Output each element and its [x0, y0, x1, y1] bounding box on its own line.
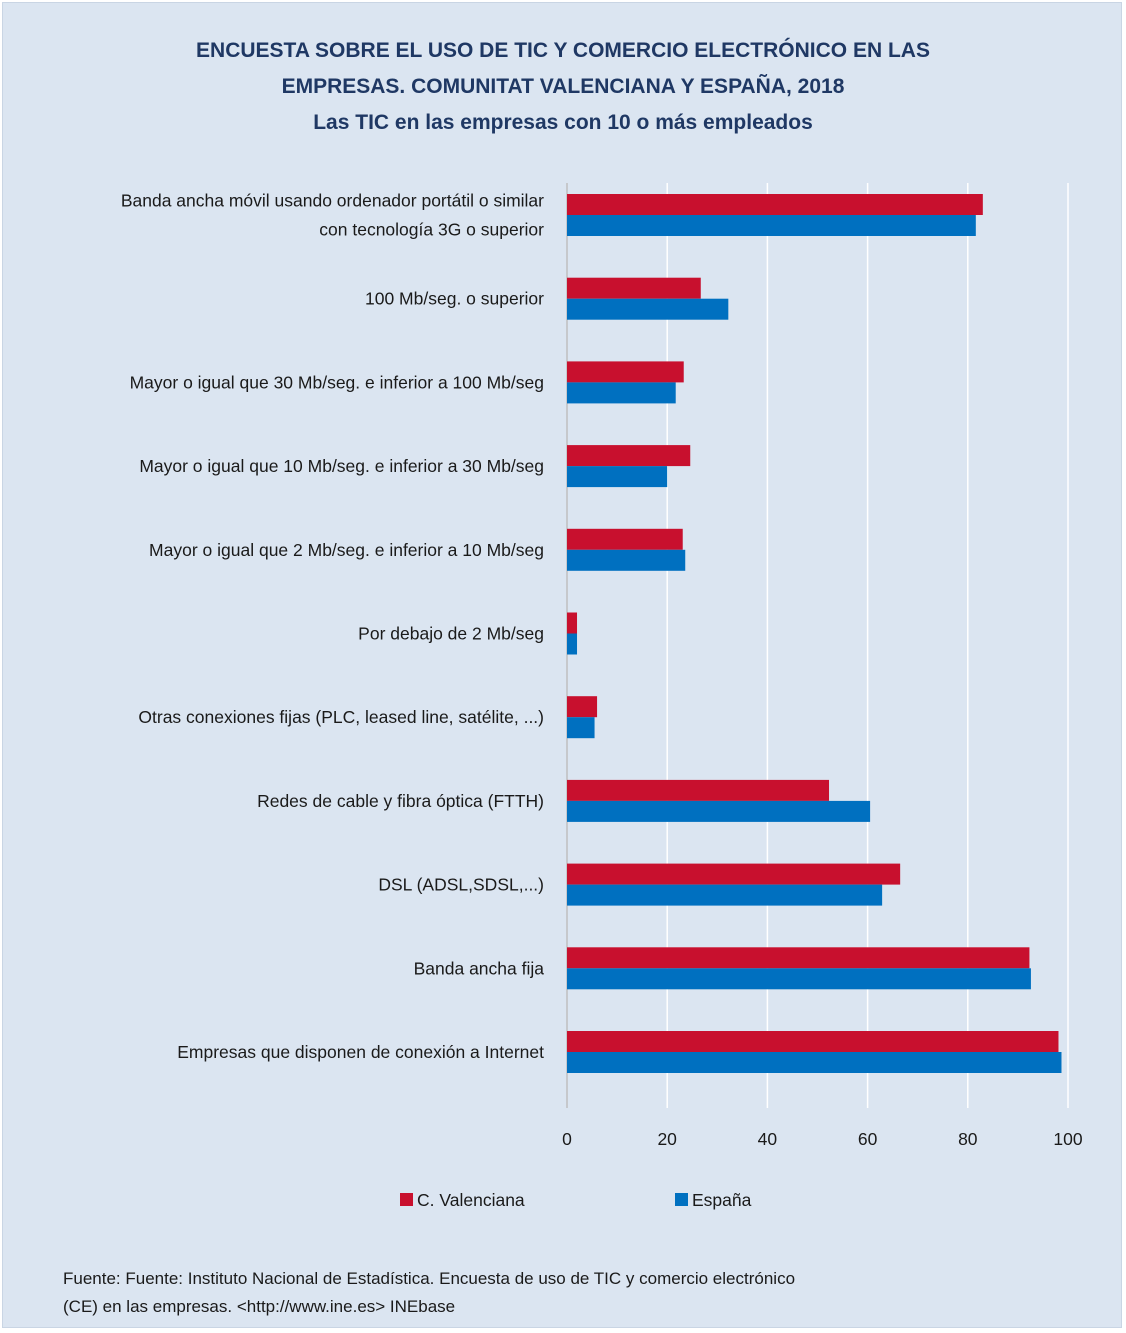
bar-valenciana	[567, 445, 691, 467]
category-label: Mayor o igual que 2 Mb/seg. e inferior a…	[149, 540, 544, 560]
source-note: Fuente: Fuente: Instituto Nacional de Es…	[63, 1265, 1063, 1321]
bar-espana	[567, 382, 676, 404]
x-tick-label: 100	[1053, 1129, 1082, 1149]
x-tick-label: 40	[758, 1129, 778, 1149]
bar-valenciana	[567, 361, 684, 383]
bar-espana	[567, 968, 1031, 990]
category-label: Banda ancha fija	[414, 958, 545, 978]
source-line-1: Fuente: Fuente: Instituto Nacional de Es…	[63, 1269, 796, 1288]
category-label: Otras conexiones fijas (PLC, leased line…	[138, 707, 544, 727]
bar-espana	[567, 1052, 1062, 1073]
bar-espana	[567, 884, 883, 906]
category-label: Mayor o igual que 10 Mb/seg. e inferior …	[139, 456, 544, 476]
legend-label-valenciana: C. Valenciana	[417, 1190, 525, 1210]
bar-chart: 0 20 40 60 80 100 Banda ancha móvil usando ord…	[121, 183, 1083, 1210]
category-label: Banda ancha móvil usando ordenador portá…	[121, 191, 544, 211]
legend-swatch-espana	[675, 1193, 688, 1206]
category-label: DSL (ADSL,SDSL,...)	[378, 875, 544, 895]
bar-valenciana	[567, 1031, 1059, 1052]
bar-espana	[567, 549, 686, 571]
category-label: Por debajo de 2 Mb/seg	[358, 624, 544, 644]
category-label: con tecnología 3G o superior	[319, 220, 544, 240]
bar-espana	[567, 800, 871, 822]
bar-espana	[567, 633, 578, 655]
x-tick-label: 20	[657, 1129, 677, 1149]
x-tick-label: 0	[562, 1129, 572, 1149]
legend-label-espana: España	[692, 1190, 752, 1210]
bar-valenciana	[567, 612, 578, 634]
bar-valenciana	[567, 194, 983, 215]
title-line-1: ENCUESTA SOBRE EL USO DE TIC Y COMERCIO …	[196, 39, 930, 62]
chart-subtitle: Las TIC en las empresas con 10 o más emp…	[313, 111, 813, 134]
x-tick-label: 60	[858, 1129, 878, 1149]
category-label: 100 Mb/seg. o superior	[365, 289, 544, 309]
bar-valenciana	[567, 528, 683, 550]
bar-espana	[567, 717, 595, 739]
category-label: Mayor o igual que 30 Mb/seg. e inferior …	[130, 372, 544, 392]
bar-espana	[567, 215, 976, 236]
bar-espana	[567, 298, 729, 320]
title-line-2: EMPRESAS. COMUNITAT VALENCIANA Y ESPAÑA,…	[281, 75, 845, 98]
category-label: Redes de cable y fibra óptica (FTTH)	[257, 791, 544, 811]
source-line-2: (CE) en las empresas. <http://www.ine.es…	[63, 1297, 456, 1316]
bar-espana	[567, 466, 668, 488]
bar-valenciana	[567, 696, 598, 718]
category-label: Empresas que disponen de conexión a Inte…	[177, 1042, 544, 1062]
bar-valenciana	[567, 863, 901, 885]
chart-title: ENCUESTA SOBRE EL USO DE TIC Y COMERCIO …	[3, 33, 1123, 141]
x-tick-label: 80	[958, 1129, 978, 1149]
bar-valenciana	[567, 779, 830, 801]
legend-swatch-valenciana	[400, 1193, 413, 1206]
bar-valenciana	[567, 947, 1030, 969]
bar-valenciana	[567, 277, 701, 299]
